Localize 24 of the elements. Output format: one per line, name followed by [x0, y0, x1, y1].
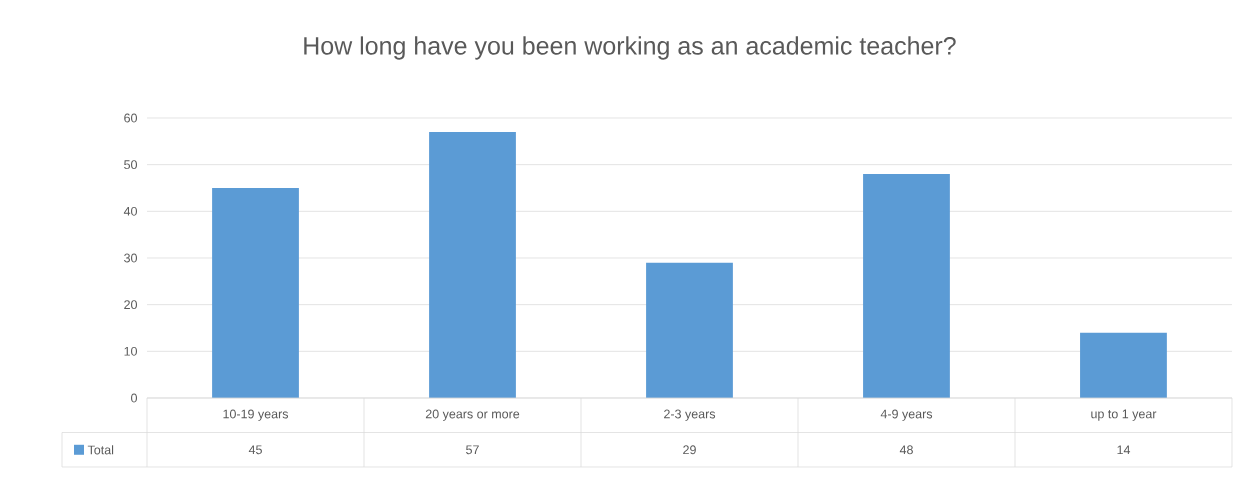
y-tick-label: 20: [124, 300, 138, 310]
bar: [212, 187, 299, 398]
x-tick-label: 2-3 years: [664, 409, 716, 421]
bar: [1080, 332, 1167, 398]
y-tick-label: 10: [124, 346, 138, 356]
data-label: 45: [248, 445, 262, 455]
data-label: 57: [466, 445, 479, 455]
x-tick-label: 20 years or more: [425, 409, 520, 421]
y-tick-label: 30: [124, 253, 138, 263]
x-tick-label: 10-19 years: [223, 409, 289, 421]
chart-title: How long have you been working as an academic teacher?: [304, 36, 956, 60]
bar: [646, 262, 733, 398]
x-tick-label: 4-9 years: [880, 409, 933, 421]
data-label: 14: [1117, 445, 1131, 455]
data-label: 29: [683, 445, 696, 455]
y-tick-label: 50: [124, 160, 138, 170]
y-tick-label: 0: [131, 393, 138, 403]
y-tick-label: 60: [124, 113, 138, 123]
x-tick-label: up to 1 year: [1091, 409, 1157, 421]
legend-label: Total: [87, 445, 114, 455]
y-tick-label: 40: [123, 206, 138, 216]
data-label: 48: [899, 445, 913, 455]
bar: [863, 173, 950, 398]
bar: [429, 131, 516, 398]
